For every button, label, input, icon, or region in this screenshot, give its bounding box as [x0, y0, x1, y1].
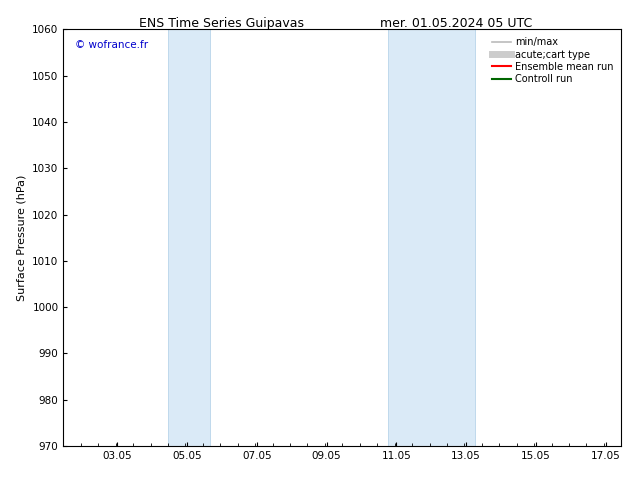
Bar [388, 29, 475, 446]
Text: mer. 01.05.2024 05 UTC: mer. 01.05.2024 05 UTC [380, 17, 533, 30]
Legend: min/max, acute;cart type, Ensemble mean run, Controll run: min/max, acute;cart type, Ensemble mean … [489, 34, 616, 87]
Bar [168, 29, 210, 446]
Y-axis label: Surface Pressure (hPa): Surface Pressure (hPa) [16, 174, 27, 301]
Text: ENS Time Series Guipavas: ENS Time Series Guipavas [139, 17, 304, 30]
Text: © wofrance.fr: © wofrance.fr [75, 40, 148, 50]
